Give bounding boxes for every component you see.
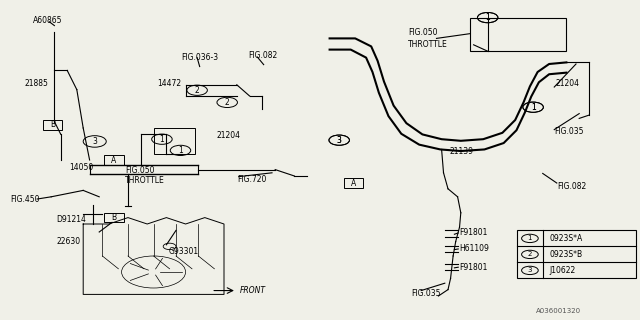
Text: H61109: H61109: [460, 244, 490, 253]
Text: 1: 1: [159, 135, 164, 144]
Text: A036001320: A036001320: [536, 308, 582, 314]
Text: 2: 2: [225, 98, 230, 107]
Text: 14472: 14472: [157, 79, 182, 88]
Text: FIG.450: FIG.450: [10, 195, 40, 204]
Text: FIG.050: FIG.050: [125, 166, 155, 175]
Text: 3: 3: [527, 268, 532, 273]
Text: 2: 2: [528, 252, 532, 257]
Text: A: A: [111, 156, 116, 164]
Text: 1: 1: [527, 236, 532, 241]
Text: 1: 1: [178, 146, 183, 155]
Text: 2: 2: [195, 86, 200, 95]
Text: B: B: [111, 213, 116, 222]
Text: 14050: 14050: [69, 163, 93, 172]
Text: D91214: D91214: [56, 215, 86, 224]
Text: FIG.036-3: FIG.036-3: [181, 53, 218, 62]
Text: 22630: 22630: [56, 237, 81, 246]
Text: THROTTLE: THROTTLE: [408, 40, 448, 49]
Text: 0923S*B: 0923S*B: [549, 250, 582, 259]
Text: 1: 1: [485, 13, 490, 22]
Text: 1: 1: [531, 103, 536, 112]
Text: 21139: 21139: [450, 147, 474, 156]
Text: F91801: F91801: [460, 228, 488, 237]
Text: 21204: 21204: [556, 79, 580, 88]
Text: THROTTLE: THROTTLE: [125, 176, 165, 185]
Text: FIG.082: FIG.082: [557, 182, 586, 191]
Text: A: A: [351, 179, 356, 188]
Text: FIG.035: FIG.035: [554, 127, 584, 136]
Text: FIG.050: FIG.050: [408, 28, 438, 37]
Text: 0923S*A: 0923S*A: [549, 234, 582, 243]
Text: 3: 3: [337, 136, 342, 145]
Text: 3: 3: [337, 136, 342, 145]
Text: FIG.035: FIG.035: [412, 289, 441, 298]
Text: FIG.720: FIG.720: [237, 175, 267, 184]
Text: FRONT: FRONT: [240, 286, 266, 295]
Text: F91801: F91801: [460, 263, 488, 272]
Text: 21885: 21885: [24, 79, 48, 88]
Text: J10622: J10622: [549, 266, 575, 275]
Text: B: B: [50, 120, 55, 129]
Text: 21204: 21204: [216, 131, 241, 140]
Text: 1: 1: [531, 103, 536, 112]
Text: G93301: G93301: [168, 247, 198, 256]
Text: A60865: A60865: [33, 16, 63, 25]
Text: 3: 3: [92, 137, 97, 146]
Text: 1: 1: [485, 13, 490, 22]
Text: FIG.082: FIG.082: [248, 51, 278, 60]
